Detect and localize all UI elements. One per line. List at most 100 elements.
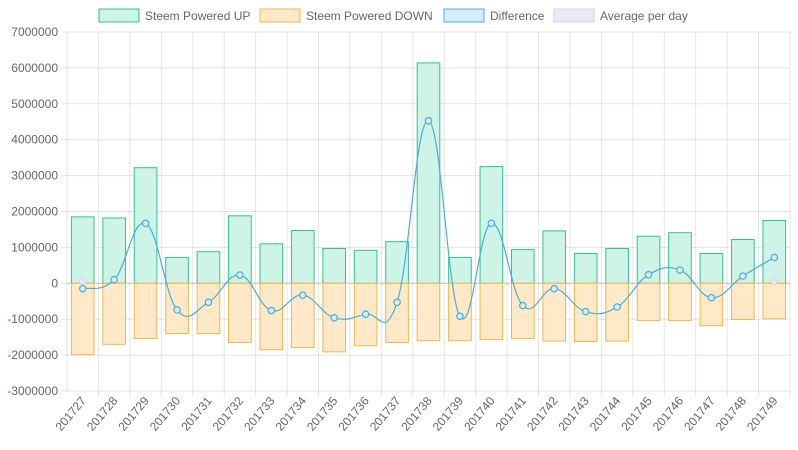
bar <box>416 282 441 342</box>
legend-item[interactable]: Steem Powered DOWN <box>259 8 433 23</box>
y-tick-label: 7000000 <box>11 25 58 39</box>
x-tick-label: 201734 <box>273 394 310 434</box>
bar <box>699 282 724 327</box>
difference-point <box>613 303 621 311</box>
bar <box>196 251 221 284</box>
y-tick-label: -3000000 <box>7 384 58 398</box>
bar <box>70 216 95 284</box>
bar <box>542 282 567 342</box>
x-tick-label: 201733 <box>241 394 278 434</box>
bar <box>290 282 315 349</box>
difference-point <box>581 307 590 316</box>
difference-point <box>78 284 87 293</box>
bar <box>290 230 315 284</box>
bar <box>668 282 692 322</box>
bar <box>70 282 95 356</box>
difference-point <box>361 310 370 318</box>
y-tick-label: 5000000 <box>11 97 58 111</box>
bar <box>322 247 347 284</box>
bar <box>605 282 629 342</box>
x-tick-label: 201735 <box>304 394 341 434</box>
y-tick-label: 4000000 <box>11 133 58 147</box>
legend-label: Difference <box>490 9 545 23</box>
x-tick-label: 201729 <box>115 394 152 434</box>
difference-point <box>330 313 338 322</box>
y-tick-label: 1000000 <box>11 240 58 254</box>
bar <box>102 217 126 284</box>
difference-point <box>770 253 779 262</box>
legend[interactable]: Steem Powered UP Steem Powered DOWN Differ… <box>98 8 688 23</box>
bar <box>102 282 126 345</box>
y-tick-label: 6000000 <box>11 61 58 75</box>
difference-point <box>141 219 150 228</box>
bar <box>573 253 598 284</box>
bar <box>259 282 284 351</box>
points-layer <box>78 116 779 322</box>
x-tick-label: 201747 <box>681 394 718 434</box>
difference-point <box>204 298 213 307</box>
legend-item[interactable]: Difference <box>443 8 545 23</box>
legend-swatch <box>98 8 140 23</box>
x-tick-label: 201731 <box>178 394 215 434</box>
bar <box>228 282 252 344</box>
y-tick-label: -2000000 <box>7 348 58 362</box>
y-tick-label: 3000000 <box>11 169 58 183</box>
x-tick-label: 201730 <box>147 394 184 434</box>
y-tick-label: 0 <box>51 276 58 290</box>
difference-point <box>519 301 527 310</box>
legend-swatch <box>553 8 595 23</box>
difference-point <box>173 306 181 314</box>
legend-item[interactable]: Average per day <box>553 8 688 23</box>
y-tick-label: -1000000 <box>7 312 58 326</box>
bar <box>133 282 158 340</box>
x-tick-label: 201737 <box>367 394 404 434</box>
legend-label: Average per day <box>600 9 688 23</box>
legend-label: Steem Powered DOWN <box>306 9 433 23</box>
difference-point <box>236 271 244 279</box>
x-tick-label: 201749 <box>744 394 781 434</box>
difference-point <box>487 219 496 228</box>
y-tick-label: 2000000 <box>11 205 58 219</box>
x-tick-label: 201748 <box>713 394 750 434</box>
bar <box>762 219 787 284</box>
difference-point <box>110 275 118 284</box>
difference-point <box>644 270 653 279</box>
x-tick-label: 201736 <box>335 394 372 434</box>
bar <box>385 282 409 344</box>
x-tick-label: 201739 <box>430 394 467 434</box>
legend-item[interactable]: Steem Powered UP <box>98 8 250 23</box>
difference-point <box>550 284 559 293</box>
bar <box>510 282 535 340</box>
x-tick-label: 201732 <box>210 394 247 434</box>
x-tick-label: 201741 <box>493 394 530 434</box>
bar <box>699 253 724 284</box>
legend-label: Steem Powered UP <box>145 9 250 23</box>
bar <box>479 282 504 341</box>
difference-point <box>739 272 747 280</box>
x-tick-label: 201746 <box>650 394 687 434</box>
x-tick-label: 201738 <box>398 394 435 434</box>
x-tick-label: 201744 <box>587 394 624 434</box>
difference-point <box>676 266 684 274</box>
bar <box>165 256 189 284</box>
difference-point <box>456 312 464 321</box>
bar <box>196 282 221 335</box>
bar <box>259 243 284 284</box>
bar <box>731 282 755 321</box>
difference-point <box>298 291 307 299</box>
x-tick-label: 201740 <box>461 394 498 434</box>
difference-point <box>393 298 401 307</box>
legend-swatch <box>259 8 301 23</box>
x-tick-label: 201743 <box>556 394 593 434</box>
x-tick-label: 201745 <box>618 394 655 434</box>
bar <box>510 249 535 284</box>
average-point <box>770 277 778 285</box>
legend-swatch <box>443 8 485 23</box>
bar <box>416 62 441 284</box>
x-tick-label: 201728 <box>84 394 121 434</box>
bar <box>636 282 661 322</box>
bar <box>762 282 787 320</box>
difference-point <box>267 306 276 315</box>
difference-point <box>707 293 716 302</box>
